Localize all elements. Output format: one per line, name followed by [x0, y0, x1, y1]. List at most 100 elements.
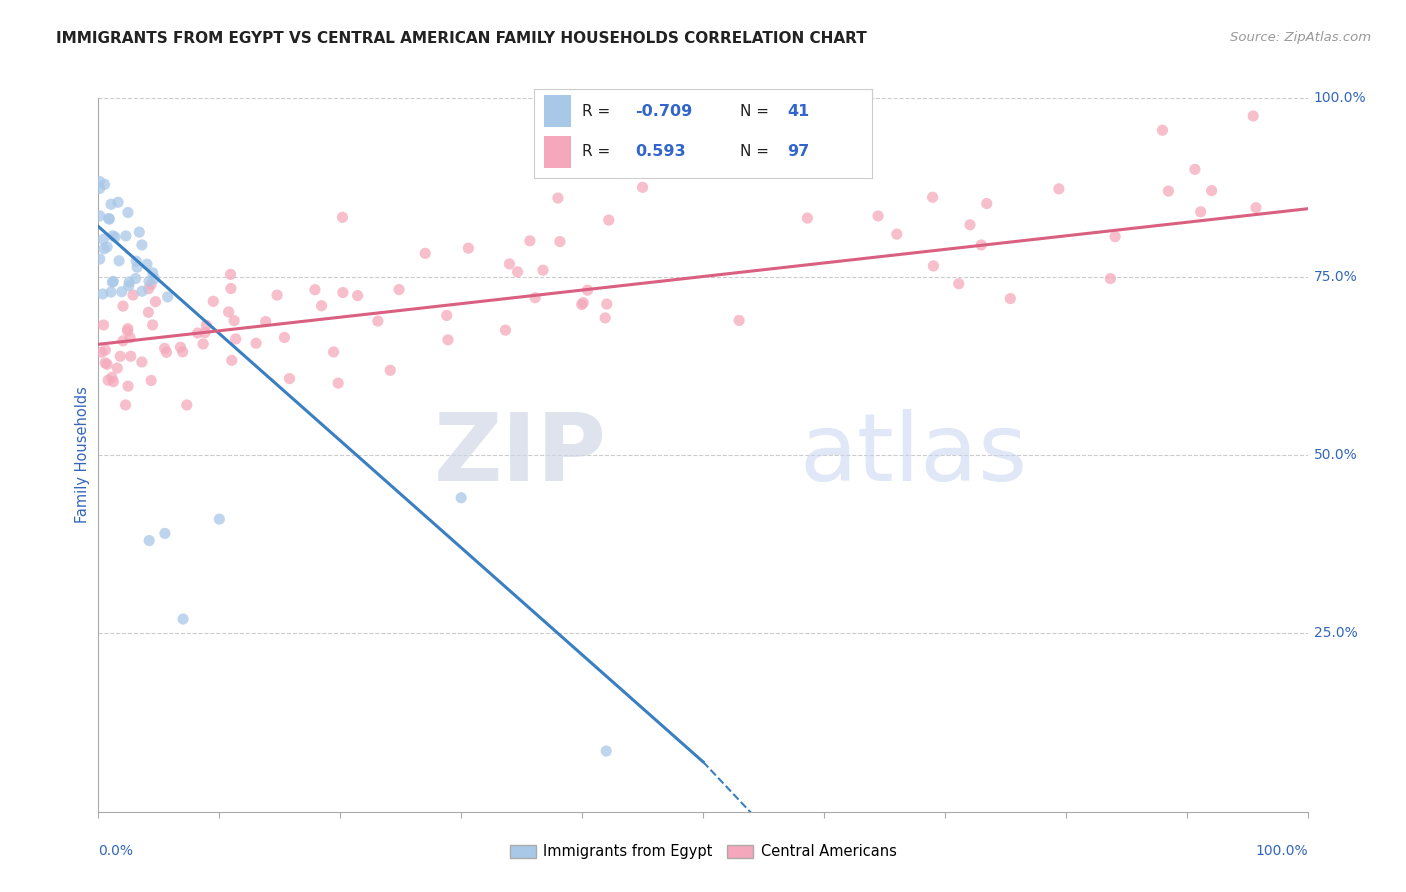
- Legend: Immigrants from Egypt, Central Americans: Immigrants from Egypt, Central Americans: [503, 838, 903, 865]
- Point: [128, 225, 150, 239]
- Point: [153, 526, 176, 541]
- Point: [131, 285, 153, 299]
- Point: [155, 345, 177, 359]
- Point: [172, 344, 194, 359]
- Point: [94, 343, 117, 357]
- Text: 50.0%: 50.0%: [1313, 448, 1357, 462]
- Point: [120, 331, 142, 345]
- Point: [94, 356, 117, 370]
- Point: [91, 232, 114, 246]
- Point: [436, 309, 458, 323]
- Point: [97, 211, 120, 226]
- Point: [225, 332, 247, 346]
- Text: atlas: atlas: [800, 409, 1028, 501]
- Point: [571, 297, 593, 311]
- Point: [127, 260, 149, 275]
- Point: [117, 321, 139, 335]
- Point: [93, 242, 115, 256]
- Point: [218, 305, 240, 319]
- Point: [346, 288, 368, 302]
- Point: [221, 353, 243, 368]
- Point: [101, 228, 124, 243]
- Point: [970, 238, 993, 252]
- Point: [1000, 292, 1022, 306]
- Point: [202, 294, 225, 309]
- Point: [114, 398, 136, 412]
- Point: [266, 288, 288, 302]
- Point: [388, 283, 411, 297]
- Point: [93, 178, 115, 192]
- Point: [176, 398, 198, 412]
- Point: [322, 345, 344, 359]
- Point: [548, 235, 571, 249]
- Text: 97: 97: [787, 145, 810, 159]
- Point: [195, 318, 218, 333]
- Text: 0.593: 0.593: [636, 145, 686, 159]
- Point: [1104, 229, 1126, 244]
- Text: Source: ZipAtlas.com: Source: ZipAtlas.com: [1230, 31, 1371, 45]
- Point: [101, 370, 124, 384]
- Point: [122, 288, 145, 302]
- Point: [494, 323, 516, 337]
- Point: [103, 274, 125, 288]
- Point: [117, 205, 139, 219]
- Point: [111, 285, 134, 299]
- Point: [131, 355, 153, 369]
- Point: [519, 234, 541, 248]
- Point: [131, 238, 153, 252]
- Point: [104, 230, 127, 244]
- Point: [118, 278, 141, 293]
- Point: [120, 349, 142, 363]
- Text: 25.0%: 25.0%: [1313, 626, 1357, 640]
- Bar: [544, 95, 571, 127]
- Point: [139, 277, 162, 292]
- Text: N =: N =: [740, 104, 773, 119]
- Y-axis label: Family Households: Family Households: [75, 386, 90, 524]
- Text: 41: 41: [787, 104, 810, 119]
- Text: IMMIGRANTS FROM EGYPT VS CENTRAL AMERICAN FAMILY HOUSEHOLDS CORRELATION CHART: IMMIGRANTS FROM EGYPT VS CENTRAL AMERICA…: [56, 31, 868, 46]
- Point: [595, 744, 617, 758]
- Point: [547, 191, 569, 205]
- Point: [1157, 184, 1180, 198]
- Point: [169, 340, 191, 354]
- Point: [328, 376, 350, 390]
- Point: [1241, 109, 1264, 123]
- Point: [380, 363, 402, 377]
- Point: [1184, 162, 1206, 177]
- Text: R =: R =: [582, 145, 614, 159]
- Point: [125, 254, 148, 268]
- Point: [103, 375, 125, 389]
- Text: 100.0%: 100.0%: [1256, 844, 1308, 858]
- Point: [524, 291, 547, 305]
- Point: [1244, 201, 1267, 215]
- Point: [311, 299, 333, 313]
- Point: [413, 246, 436, 260]
- Point: [93, 318, 115, 332]
- Text: 0.0%: 0.0%: [98, 844, 134, 858]
- Point: [450, 491, 472, 505]
- Point: [245, 336, 267, 351]
- Point: [145, 294, 167, 309]
- Point: [332, 285, 354, 300]
- Point: [498, 257, 520, 271]
- Bar: [544, 136, 571, 168]
- Point: [105, 361, 128, 376]
- Point: [506, 265, 529, 279]
- Point: [921, 190, 943, 204]
- Point: [332, 211, 354, 225]
- Point: [96, 240, 118, 254]
- Point: [172, 612, 194, 626]
- Point: [1201, 184, 1223, 198]
- Text: -0.709: -0.709: [636, 104, 693, 119]
- Point: [219, 268, 242, 282]
- Point: [437, 333, 460, 347]
- Point: [110, 349, 132, 363]
- Point: [278, 371, 301, 385]
- Point: [142, 318, 165, 332]
- Point: [115, 228, 138, 243]
- Point: [593, 310, 616, 325]
- Point: [96, 357, 118, 371]
- Point: [138, 282, 160, 296]
- Point: [90, 345, 112, 359]
- Point: [219, 281, 242, 295]
